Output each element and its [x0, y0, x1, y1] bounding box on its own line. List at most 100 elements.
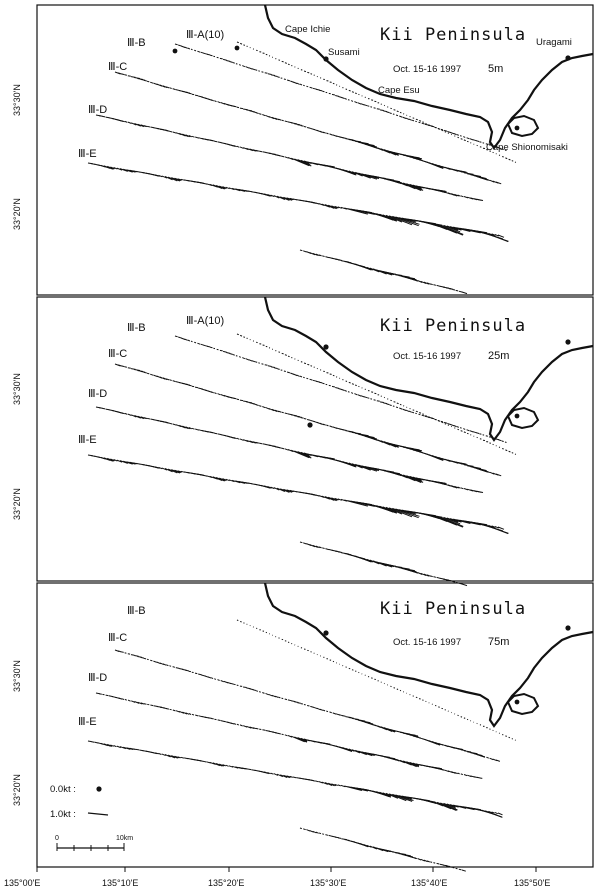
current-vector	[324, 782, 333, 786]
current-vector	[184, 46, 188, 49]
current-vector	[460, 487, 464, 490]
current-vector	[418, 413, 421, 416]
current-vector	[158, 752, 162, 755]
current-vector	[433, 223, 458, 234]
current-vector	[508, 736, 511, 739]
current-vector	[415, 412, 417, 415]
current-vector	[264, 364, 268, 366]
current-vector	[405, 117, 410, 121]
current-vector	[334, 783, 338, 786]
current-vector	[167, 468, 178, 474]
current-vector	[502, 448, 504, 450]
current-vector	[293, 81, 298, 85]
x-tick-label: 135°10'E	[102, 878, 138, 888]
current-vector	[206, 345, 211, 348]
current-vector	[87, 740, 92, 743]
current-vector	[219, 349, 223, 352]
current-vector	[331, 205, 338, 209]
current-vector	[195, 428, 200, 431]
current-vector	[248, 768, 252, 771]
current-vector	[236, 398, 240, 401]
current-vector	[399, 759, 412, 766]
current-vector	[294, 736, 308, 743]
current-vector	[281, 733, 284, 736]
current-vector	[433, 801, 452, 810]
current-vector	[274, 695, 279, 698]
current-vector	[281, 119, 284, 122]
current-vector	[252, 727, 257, 730]
current-vector	[456, 134, 460, 136]
current-vector	[306, 705, 310, 707]
current-vector	[449, 518, 462, 523]
current-vector	[271, 366, 276, 368]
current-vector	[107, 165, 114, 170]
current-vector	[495, 473, 502, 477]
current-vector	[447, 423, 452, 426]
current-vector	[408, 118, 412, 121]
current-vector	[430, 575, 433, 578]
current-vector	[169, 422, 173, 425]
current-vector	[426, 860, 430, 863]
current-vector	[417, 858, 422, 861]
current-vector	[436, 862, 440, 865]
current-vector	[483, 469, 486, 472]
current-vector	[459, 135, 462, 137]
current-vector	[265, 692, 269, 696]
town-marker-shionomisaki	[514, 413, 520, 419]
current-vector	[206, 53, 211, 56]
current-vector	[267, 73, 272, 75]
current-vector	[214, 678, 217, 680]
current-vector-track	[236, 41, 517, 163]
panel-25m	[87, 296, 594, 587]
current-vector	[488, 232, 495, 237]
panel-frame-75m	[36, 582, 594, 868]
current-vector	[446, 517, 459, 523]
current-vector	[449, 804, 459, 808]
current-vector	[158, 174, 163, 178]
current-vector	[214, 140, 218, 143]
current-vector	[345, 747, 352, 752]
current-vector	[147, 417, 151, 420]
current-vector	[121, 365, 125, 368]
current-vector	[463, 428, 466, 430]
current-vector	[110, 458, 115, 462]
current-vector	[171, 177, 181, 182]
current-vector	[169, 665, 172, 667]
current-vector	[505, 449, 508, 452]
current-vector	[350, 392, 354, 394]
current-vector	[322, 547, 325, 549]
current-vector	[358, 464, 378, 472]
current-vector	[188, 135, 193, 138]
current-vector	[306, 829, 311, 832]
current-vector	[430, 283, 433, 286]
current-vector	[215, 185, 225, 190]
current-vector	[328, 496, 337, 502]
current-vector	[315, 780, 319, 783]
current-vector	[164, 468, 173, 473]
current-vector	[255, 441, 260, 444]
current-vector	[217, 141, 222, 144]
current-vector	[350, 100, 354, 102]
current-vector	[194, 341, 197, 344]
current-vector	[383, 110, 388, 113]
region-title-25m: Kii Peninsula	[380, 316, 526, 336]
current-vector	[190, 48, 193, 51]
current-vector	[166, 130, 170, 132]
current-vector	[110, 744, 114, 747]
current-vector	[303, 126, 307, 128]
current-vector	[243, 439, 249, 443]
current-vector	[103, 743, 111, 747]
current-vector	[219, 57, 223, 60]
current-vector	[147, 703, 150, 706]
current-vector	[150, 126, 155, 129]
current-vector	[287, 735, 293, 738]
current-vector	[409, 183, 423, 190]
current-vector	[153, 660, 157, 663]
current-vector	[360, 395, 365, 398]
current-vector	[449, 288, 454, 290]
current-vector	[150, 81, 154, 84]
current-vector	[130, 654, 135, 656]
current-vector	[174, 335, 178, 338]
current-vector	[348, 462, 357, 467]
current-vector	[286, 371, 291, 374]
